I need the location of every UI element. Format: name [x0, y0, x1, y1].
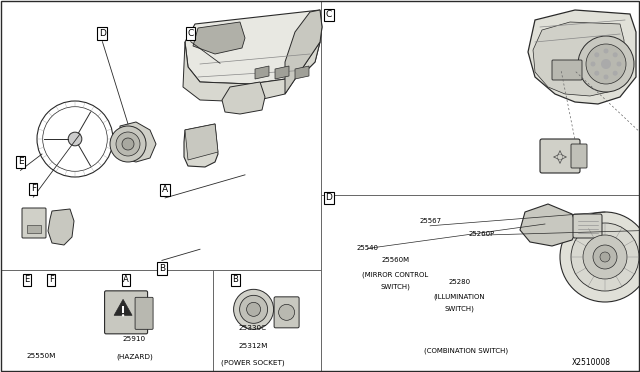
Polygon shape: [295, 66, 309, 79]
Polygon shape: [185, 124, 218, 160]
Bar: [122, 306, 124, 313]
Circle shape: [122, 314, 124, 317]
Polygon shape: [520, 204, 578, 246]
Circle shape: [68, 132, 82, 146]
Circle shape: [122, 138, 134, 150]
FancyBboxPatch shape: [552, 60, 582, 80]
Polygon shape: [285, 10, 322, 94]
Polygon shape: [120, 122, 156, 162]
Polygon shape: [114, 299, 132, 315]
Text: (COMBINATION SWITCH): (COMBINATION SWITCH): [424, 347, 508, 354]
Text: 25280: 25280: [449, 279, 470, 285]
Text: E: E: [18, 157, 23, 166]
Text: SWITCH): SWITCH): [445, 305, 474, 312]
Text: B: B: [232, 275, 239, 284]
Circle shape: [560, 212, 640, 302]
Circle shape: [604, 48, 609, 54]
FancyBboxPatch shape: [540, 139, 580, 173]
Circle shape: [116, 132, 140, 156]
Text: A: A: [124, 275, 129, 284]
Text: 25312M: 25312M: [238, 343, 268, 349]
FancyBboxPatch shape: [573, 214, 602, 238]
Polygon shape: [184, 124, 218, 167]
Text: A: A: [162, 185, 168, 194]
Bar: [27, 225, 41, 233]
Text: 25560M: 25560M: [381, 257, 410, 263]
Circle shape: [591, 61, 595, 67]
Text: (POWER SOCKET): (POWER SOCKET): [221, 360, 285, 366]
Text: B: B: [159, 264, 165, 273]
Text: F: F: [31, 185, 36, 193]
Circle shape: [571, 223, 639, 291]
Circle shape: [234, 289, 274, 329]
Circle shape: [586, 44, 626, 84]
Circle shape: [612, 52, 618, 57]
Text: X2510008: X2510008: [572, 358, 611, 367]
Text: 25550M: 25550M: [27, 353, 56, 359]
Circle shape: [578, 36, 634, 92]
Polygon shape: [528, 10, 636, 104]
Polygon shape: [183, 42, 320, 102]
FancyBboxPatch shape: [104, 291, 148, 334]
Circle shape: [601, 59, 611, 69]
Circle shape: [595, 52, 599, 57]
Text: E: E: [24, 275, 29, 284]
Text: 25910: 25910: [123, 336, 146, 341]
Polygon shape: [222, 82, 265, 114]
Text: F: F: [49, 275, 54, 284]
Circle shape: [246, 302, 260, 316]
Text: (MIRROR CONTROL: (MIRROR CONTROL: [362, 271, 429, 278]
Polygon shape: [193, 22, 245, 54]
FancyBboxPatch shape: [571, 144, 587, 168]
Circle shape: [604, 74, 609, 80]
Text: C: C: [326, 10, 332, 19]
Polygon shape: [48, 209, 74, 245]
Text: 25567: 25567: [419, 218, 441, 224]
Text: (HAZARD): (HAZARD): [116, 354, 153, 360]
FancyBboxPatch shape: [135, 297, 153, 329]
Circle shape: [600, 252, 610, 262]
Circle shape: [612, 71, 618, 76]
Circle shape: [278, 304, 294, 320]
Text: C: C: [188, 29, 194, 38]
Text: 25260P: 25260P: [468, 231, 495, 237]
Circle shape: [583, 235, 627, 279]
Text: SWITCH): SWITCH): [381, 283, 410, 290]
Text: D: D: [326, 193, 332, 202]
Text: 25330C: 25330C: [239, 325, 267, 331]
Polygon shape: [275, 66, 289, 79]
Text: D: D: [99, 29, 106, 38]
Polygon shape: [533, 22, 624, 96]
FancyBboxPatch shape: [274, 297, 299, 328]
Circle shape: [595, 71, 599, 76]
Circle shape: [239, 295, 268, 323]
Circle shape: [110, 126, 146, 162]
Circle shape: [593, 245, 617, 269]
Text: (ILLUMINATION: (ILLUMINATION: [434, 294, 485, 300]
Circle shape: [616, 61, 621, 67]
Text: 25540: 25540: [356, 246, 378, 251]
FancyBboxPatch shape: [22, 208, 46, 238]
Polygon shape: [255, 66, 269, 79]
Polygon shape: [185, 10, 322, 84]
